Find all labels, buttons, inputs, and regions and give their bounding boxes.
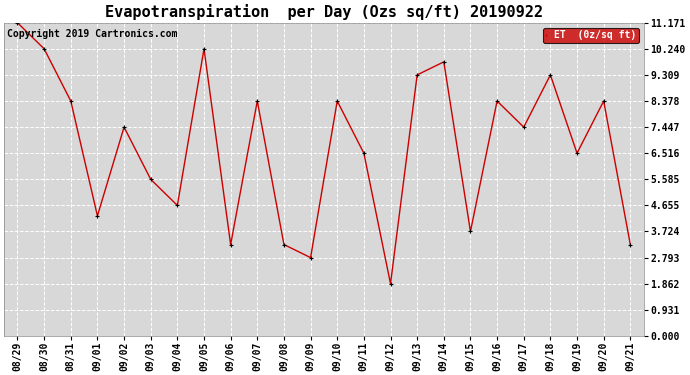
Point: [465, 228, 476, 234]
Point: [332, 98, 343, 104]
Point: [225, 242, 236, 248]
Point: [491, 98, 502, 104]
Text: Copyright 2019 Cartronics.com: Copyright 2019 Cartronics.com: [8, 29, 178, 39]
Point: [145, 176, 156, 182]
Point: [545, 72, 556, 78]
Point: [172, 202, 183, 208]
Title: Evapotranspiration  per Day (Ozs sq/ft) 20190922: Evapotranspiration per Day (Ozs sq/ft) 2…: [105, 4, 543, 20]
Legend: ET  (0z/sq ft): ET (0z/sq ft): [543, 28, 639, 44]
Point: [199, 46, 210, 52]
Point: [385, 281, 396, 287]
Point: [252, 98, 263, 104]
Point: [412, 72, 423, 78]
Point: [92, 213, 103, 219]
Point: [66, 98, 77, 104]
Point: [12, 20, 23, 26]
Point: [119, 124, 130, 130]
Point: [625, 242, 636, 248]
Point: [571, 150, 582, 156]
Point: [598, 98, 609, 104]
Point: [39, 46, 50, 52]
Point: [358, 150, 369, 156]
Point: [438, 59, 449, 65]
Point: [279, 242, 290, 248]
Point: [518, 124, 529, 130]
Point: [305, 255, 316, 261]
